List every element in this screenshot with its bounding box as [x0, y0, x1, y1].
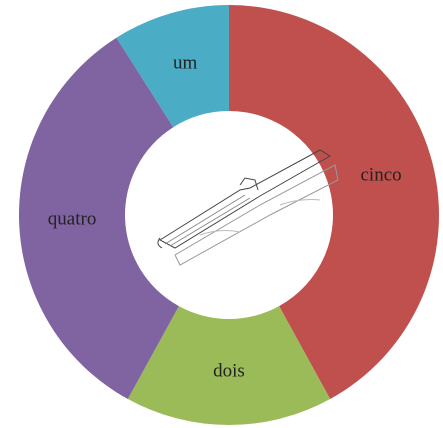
donut-segment — [116, 5, 229, 128]
segments — [18, 5, 440, 426]
segment-label: quatro — [48, 208, 97, 229]
segment-label: um — [173, 53, 198, 74]
segment-label: cinco — [360, 164, 401, 185]
segment-label: dois — [213, 360, 245, 381]
donut-segment — [229, 5, 440, 400]
donut-segment — [18, 37, 179, 400]
donut-segment — [127, 306, 331, 426]
center-illustration — [157, 149, 339, 266]
